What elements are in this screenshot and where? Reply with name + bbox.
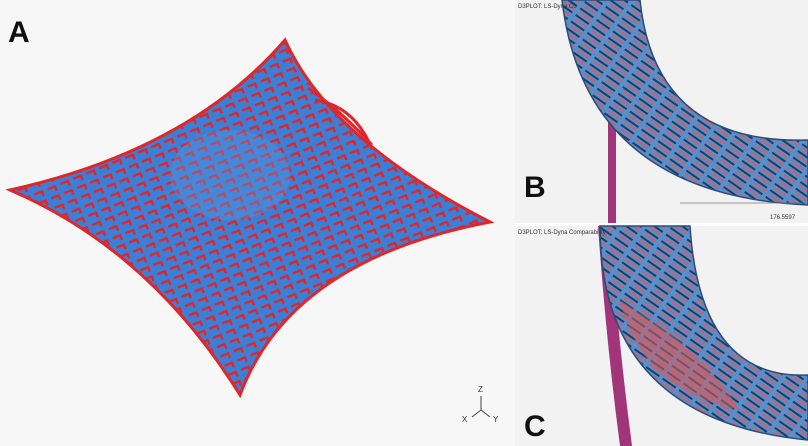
panel-label: B	[524, 171, 546, 204]
y-label: Y	[493, 415, 499, 424]
dome-highlight	[170, 130, 290, 220]
panel-label: A	[8, 16, 30, 49]
panel-b: D3PLOT: LS-Dyna Co 176.5597 B	[515, 0, 808, 223]
panel-a: A Z X Y	[0, 0, 515, 446]
figure: A Z X Y D3PLOT: LS-Dyna Co 176.5597 B D3…	[0, 0, 808, 446]
panel-label: C	[524, 410, 546, 443]
panel-c: D3PLOT: LS-Dyna Comparability C	[515, 226, 808, 446]
z-label: Z	[478, 385, 483, 394]
caption: D3PLOT: LS-Dyna Co	[518, 4, 577, 10]
x-label: X	[462, 415, 468, 424]
readout: 176.5597	[770, 215, 796, 221]
caption: D3PLOT: LS-Dyna Comparability	[518, 230, 606, 236]
